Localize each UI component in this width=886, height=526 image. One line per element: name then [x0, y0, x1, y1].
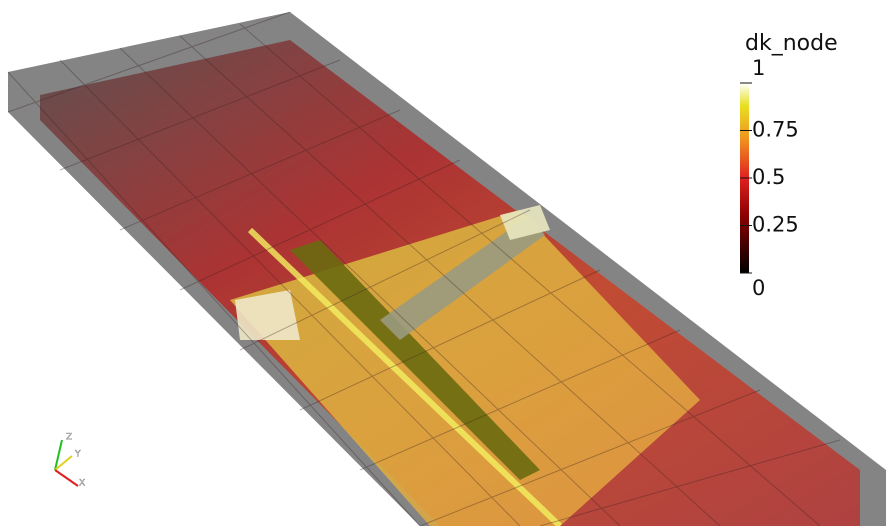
axis-label: X: [79, 479, 85, 489]
orientation-axes: Z Y X: [54, 432, 85, 489]
mesh: [7, 11, 886, 526]
tick-label: 0.75: [752, 118, 799, 142]
legend-title: dk_node: [745, 31, 838, 56]
axis-label: Y: [74, 450, 81, 460]
tick-label: 0.5: [752, 165, 785, 189]
tick-label: 0.25: [752, 213, 799, 237]
tick-label: 0: [752, 276, 765, 300]
tick-label: 1: [752, 56, 765, 80]
color-legend: dk_node 1 0.75 0.5 0.25 0: [740, 31, 838, 300]
axis-label: Z: [66, 433, 72, 443]
